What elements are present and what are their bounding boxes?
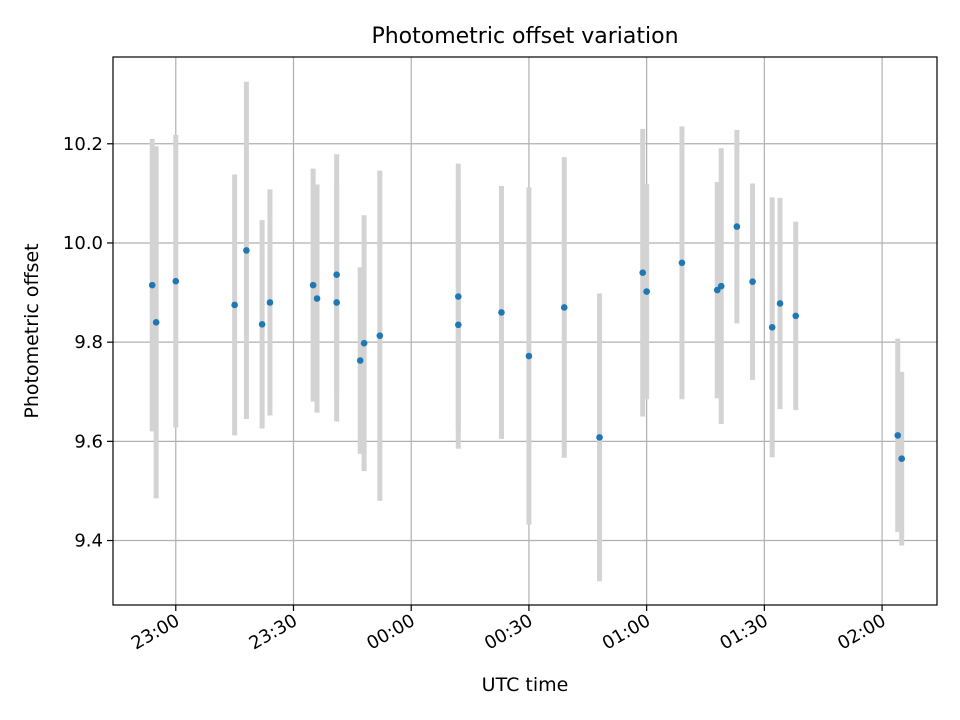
data-point [266,299,274,306]
data-point [258,321,266,328]
data-point [717,282,725,290]
data-point [172,277,180,285]
x-axis-label: UTC time [482,674,569,696]
data-point [898,455,905,463]
data-point [376,332,384,340]
data-point [454,321,462,329]
data-point [776,300,784,307]
data-points [148,223,905,463]
data-point [498,309,505,316]
chart-title: Photometric offset variation [371,24,678,49]
data-point [148,281,156,289]
data-point [768,323,776,331]
data-point [313,295,321,302]
y-tick-label: 9.8 [74,332,103,353]
data-point [639,269,647,277]
data-point [894,432,902,439]
data-point [560,304,568,311]
data-point [231,301,238,309]
data-point [356,357,364,364]
data-point [749,278,756,285]
plot-frame [112,56,938,606]
data-point [792,312,800,320]
data-point [333,299,340,306]
data-point [643,288,650,295]
data-point [678,259,686,267]
data-point [454,293,462,300]
data-point [733,223,741,230]
data-point [152,319,160,326]
y-tick-label: 9.6 [74,431,103,452]
y-tick-label: 10.0 [63,233,103,254]
y-tick-label: 10.2 [63,134,103,155]
data-point [309,281,317,289]
data-point [596,434,603,441]
y-tick-label: 9.4 [74,531,103,552]
data-point [333,271,340,279]
y-axis-label: Photometric offset [21,243,43,418]
data-point [360,339,368,347]
data-point [243,247,250,254]
data-point [525,352,533,360]
y-axis-ticks: 9.4 9.6 9.8 10.0 10.2 [63,134,113,552]
